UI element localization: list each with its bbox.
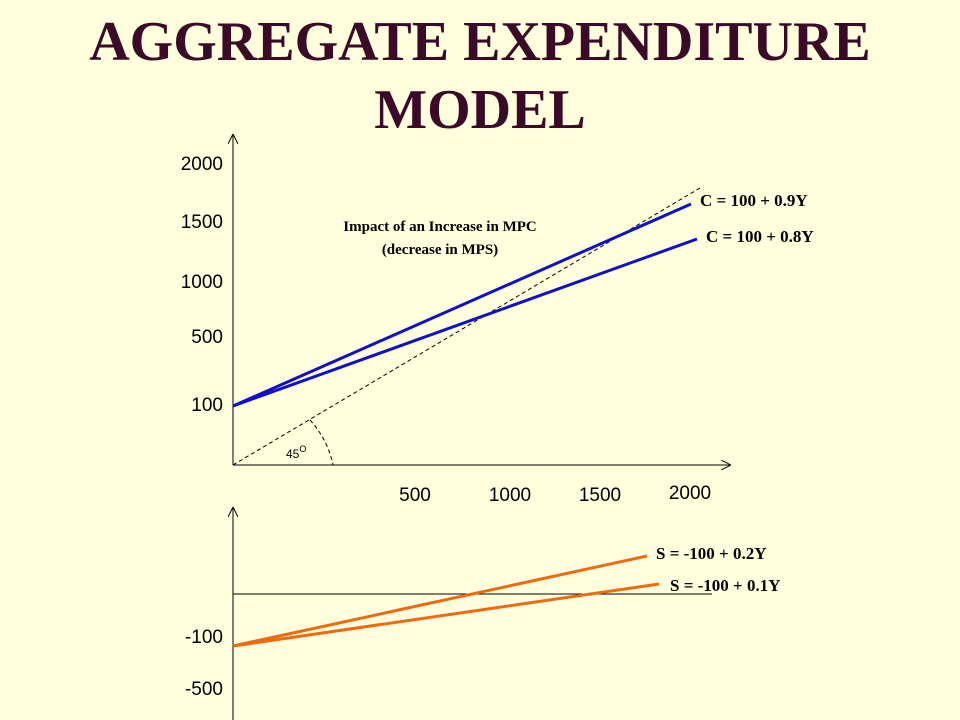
- title-line-2: MODEL: [374, 79, 586, 141]
- saving-high-label: S = -100 + 0.2Y: [656, 544, 767, 563]
- angle-label: 45O: [286, 444, 306, 461]
- top-x-tick-1500: 1500: [579, 485, 621, 506]
- bottom-y-tick-neg100: -100: [185, 627, 223, 648]
- top-x-tick-2000: 2000: [669, 483, 711, 504]
- consumption-high-label: C = 100 + 0.9Y: [700, 191, 808, 210]
- saving-line-high-mps: [232, 554, 648, 648]
- consumption-line-high-mpc: [232, 202, 692, 408]
- consumption-line-low-mpc: [232, 237, 698, 408]
- consumption-low-label: C = 100 + 0.8Y: [706, 227, 814, 246]
- angle-degrees: 45: [286, 447, 300, 461]
- bottom-y-tick-neg500: -500: [185, 679, 223, 700]
- top-y-tick-2000: 2000: [181, 154, 223, 175]
- top-y-tick-500: 500: [191, 327, 223, 348]
- angle-arc: [309, 419, 334, 466]
- top-y-tick-1500: 1500: [181, 212, 223, 233]
- top-y-tick-100: 100: [191, 395, 223, 416]
- saving-line-low-mps: [232, 582, 660, 648]
- top-x-tick-1000: 1000: [489, 485, 531, 506]
- annotation-line-2: (decrease in MPS): [382, 242, 498, 258]
- slide-title: AGGREGATE EXPENDITURE MODEL: [0, 8, 960, 144]
- top-x-tick-500: 500: [399, 485, 431, 506]
- angle-degree-mark: O: [299, 444, 306, 454]
- title-line-1: AGGREGATE EXPENDITURE: [89, 11, 871, 73]
- top-y-tick-1000: 1000: [181, 272, 223, 293]
- saving-low-label: S = -100 + 0.1Y: [670, 576, 781, 595]
- annotation-line-1: Impact of an Increase in MPC: [343, 219, 536, 235]
